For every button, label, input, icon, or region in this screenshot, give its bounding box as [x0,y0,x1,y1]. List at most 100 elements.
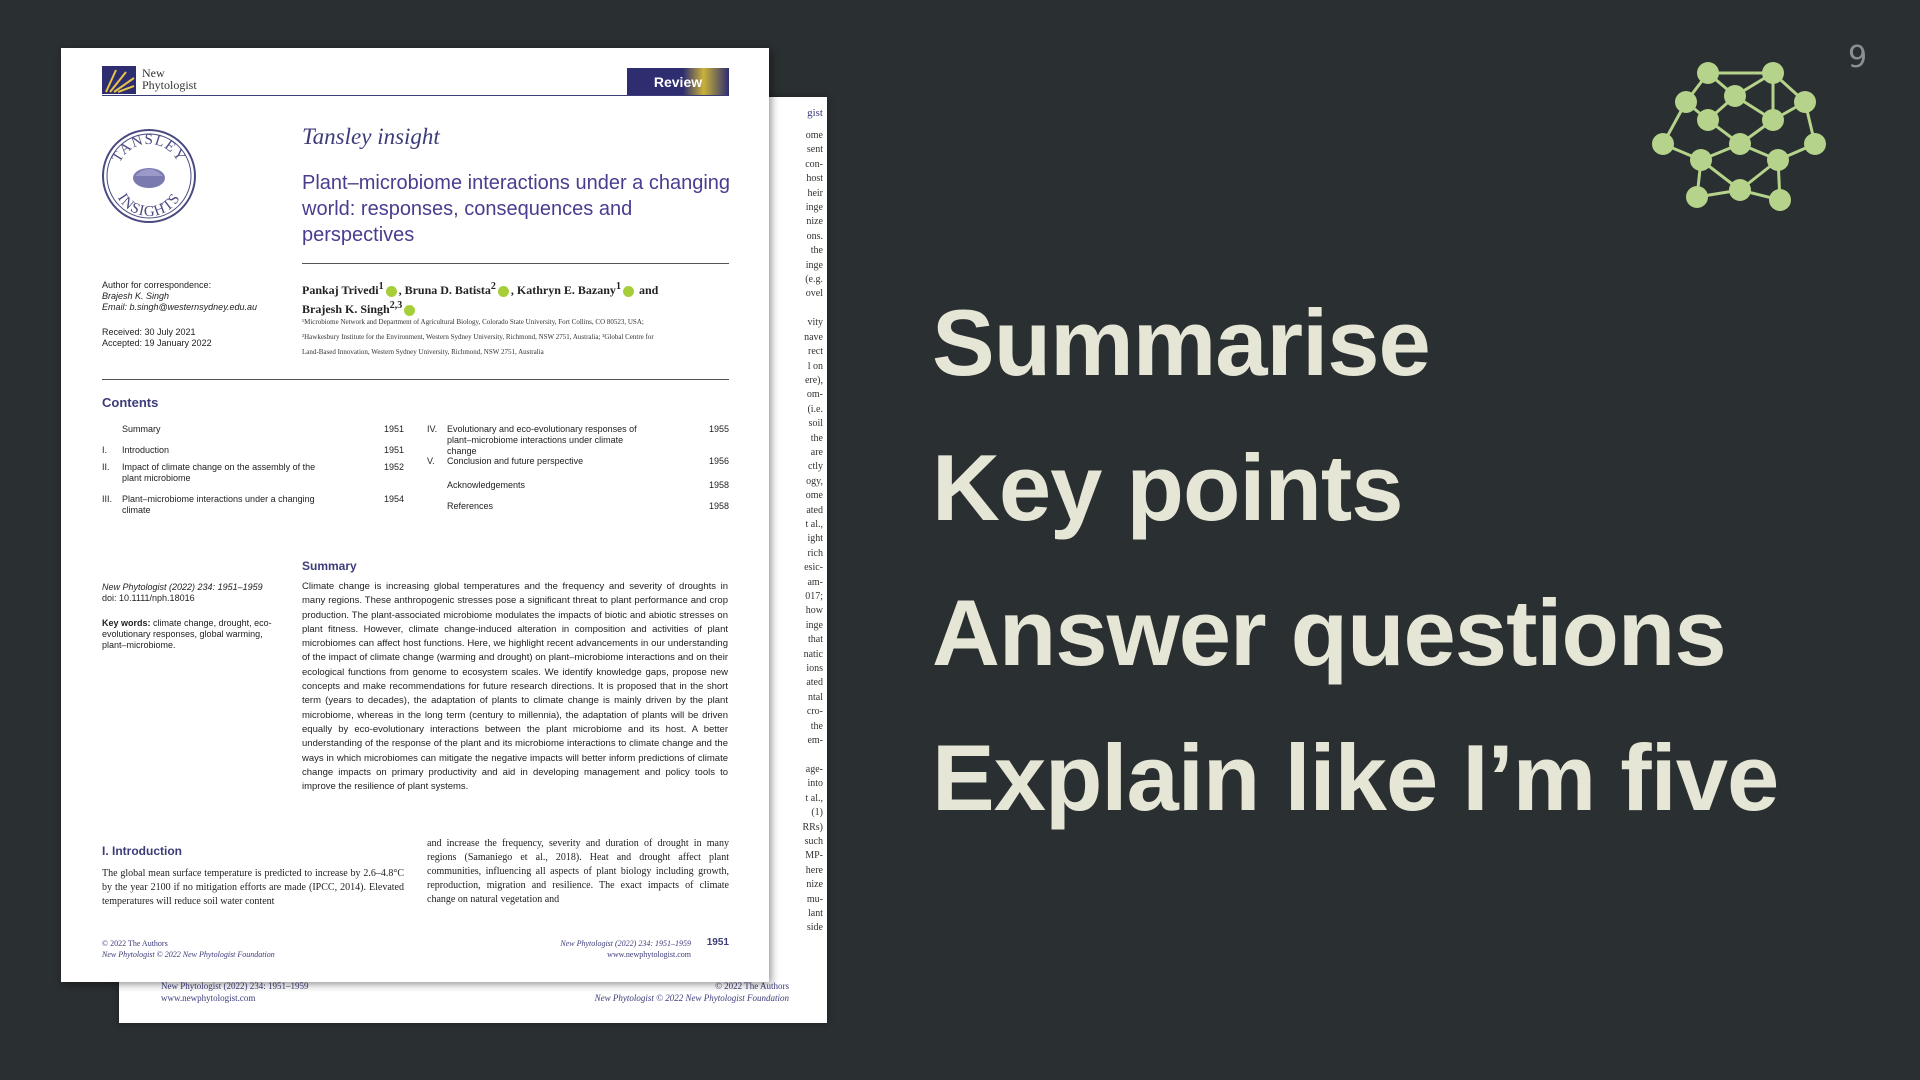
toc-page: 1955 [708,424,729,434]
back-page-line: lant [808,907,823,919]
tansley-seal-icon: TANSLEY INSIGHTS [102,129,196,223]
back-page-line: inge [805,259,823,271]
orcid-icon[interactable] [385,285,397,297]
back-page-line: t al., [805,792,824,804]
footer-citation: New Phytologist (2022) 234: 1951–1959 [560,939,691,948]
back-page-line: the [810,720,823,732]
back-footer-foundation: New Phytologist © 2022 New Phytologist F… [594,993,789,1003]
toc-page: 1958 [708,480,729,490]
back-page-line: natic [803,648,823,660]
accepted-date: Accepted: 19 January 2022 [102,338,212,348]
back-page-line: mu- [806,893,823,905]
author-affiliation-sup: 2 [490,281,496,292]
summary-title: Summary [302,559,357,573]
back-page-line: age- [805,763,823,775]
footer-foundation: New Phytologist © 2022 New Phytologist F… [102,950,275,959]
back-page-line: MP- [805,850,823,862]
back-page-line: ated [806,504,823,516]
author-name[interactable]: Brajesh K. Singh [302,302,390,316]
back-page-line: ome [805,490,823,502]
back-page-line: nize [806,216,823,228]
correspondence-block: Author for correspondence: Brajesh K. Si… [102,280,282,349]
footer-copyright: © 2022 The Authors [102,939,168,948]
back-page-line: heir [807,187,823,199]
citation: New Phytologist (2022) 234: 1951–1959 [102,582,263,592]
toc-page: 1956 [708,456,729,466]
bullet-key-points: Key points [932,435,1404,540]
keywords-label: Key words: [102,618,151,628]
back-page-line: that [808,634,823,646]
back-page-line: the [810,432,823,444]
toc-page: 1951 [383,445,404,455]
back-page-line: ions [806,663,823,675]
back-page-line: em- [807,735,823,747]
orcid-icon[interactable] [497,285,509,297]
introduction-left-column: The global mean surface temperature is p… [102,868,404,907]
author-name[interactable]: Kathryn E. Bazany [516,283,616,297]
author-list: Pankaj Trivedi1, Bruna D. Batista2, Kath… [302,281,659,316]
introduction-right-column: and increase the frequency, severity and… [427,838,729,905]
back-page-line: ere), [804,374,823,386]
bullet-summarise: Summarise [932,290,1431,395]
back-page-line: nave [804,331,823,343]
back-page-line: t al., [805,518,824,530]
back-page-line: host [806,173,823,185]
orcid-icon[interactable] [404,304,416,316]
back-page-line: om- [806,389,823,401]
toc-number: II. [102,462,110,472]
back-page-line: (e.g. [805,274,823,286]
back-page-header: gist [807,107,823,119]
back-page-line: inge [805,202,823,214]
back-page-line: inge [805,619,823,631]
toc-label: References [447,501,494,511]
back-page-line: rich [807,547,823,559]
author-name[interactable]: Pankaj Trivedi [302,283,379,297]
back-page-line [799,302,823,316]
back-page-line: (i.e. [807,403,823,415]
toc-label: Conclusion and future perspective [447,456,584,466]
back-page-line: sent [806,144,823,156]
back-page-line: into [807,778,823,790]
author-affiliation-sup: 2,3 [389,300,403,311]
toc-label: Summary [122,424,161,434]
title-rule [302,263,729,264]
author-affiliation-sup: 1 [378,281,384,292]
back-page-line: nize [806,879,823,891]
author-name[interactable]: Bruna D. Batista [404,283,491,297]
footer-url[interactable]: www.newphytologist.com [607,950,691,959]
doi-link[interactable]: doi: 10.1111/nph.18016 [102,593,195,603]
slide-number: 9 [1848,40,1868,75]
article-type-badge: Review [627,68,729,96]
back-page-line: esic- [804,562,823,574]
keywords: climate change, drought, eco-evolutionar… [102,618,272,650]
toc-page: 1958 [708,501,729,511]
toc-number: I. [102,445,108,455]
series-title: Tansley insight [302,124,440,149]
bullet-explain-like-five: Explain like I’m five [932,725,1779,830]
back-page-line: rect [808,346,823,358]
back-page-line: here [805,864,823,876]
toc-label: Evolutionary and eco-evolutionary respon… [447,424,637,456]
paper-title: Plant–microbiome interactions under a ch… [302,172,731,246]
contents-rule [102,379,729,380]
affiliation-2: ²Hawkesbury Institute for the Environmen… [302,333,654,341]
back-page-line: such [804,835,823,847]
orcid-icon[interactable] [622,285,634,297]
back-page-line: 017; [805,591,823,602]
affiliation-1: ¹Microbiome Network and Department of Ag… [302,318,644,326]
back-footer-url: www.newphytologist.com [161,993,256,1003]
back-page-line: con- [805,158,823,170]
introduction-title: I. Introduction [102,844,182,858]
back-page-line: cro- [806,706,823,718]
back-page-line: ntal [808,691,823,703]
back-page-line: the [810,245,823,257]
journal-name-line2: Phytologist [142,78,197,92]
back-page-line: ogy, [806,475,823,487]
back-page-line: ovel [805,288,823,300]
toc-number: V. [427,456,435,466]
back-page-line: ated [806,677,823,689]
correspondence-name: Brajesh K. Singh [102,291,170,301]
journal-name-line1: New [142,66,165,80]
back-page-line: am- [807,576,823,588]
toc-number: III. [102,494,113,504]
